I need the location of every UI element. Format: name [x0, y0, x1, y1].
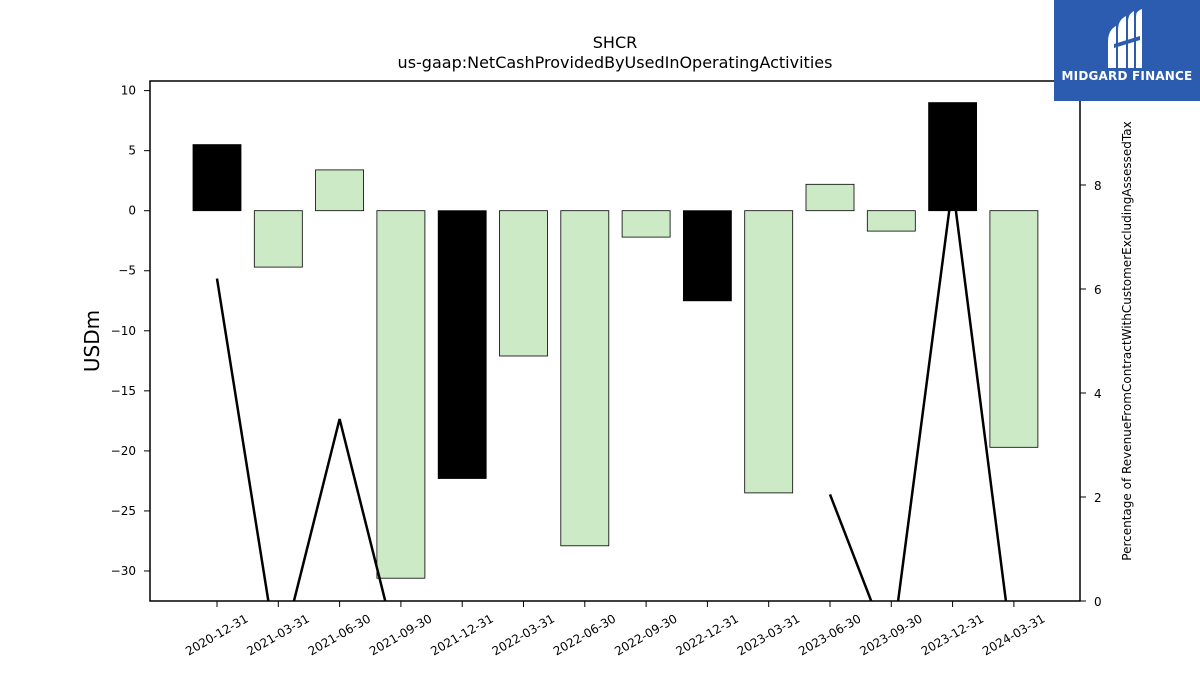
y-tick-label: −30: [111, 564, 136, 578]
bar-2023-09-30: [866, 210, 916, 232]
x-tick-label: 2023-03-31: [735, 611, 802, 658]
y-tick-label: −15: [111, 384, 136, 398]
logo-mark-icon: [1108, 9, 1142, 68]
bar-2021-06-30: [315, 169, 365, 212]
y2-tick-label: 4: [1094, 387, 1102, 401]
x-tick-label: 2021-12-31: [428, 611, 495, 658]
y2-axis-label: Percentage of RevenueFromContractWithCus…: [1120, 121, 1134, 560]
x-tick-label: 2023-06-30: [796, 611, 863, 658]
y-tick-label: −25: [111, 504, 136, 518]
bar-2022-06-30: [560, 210, 610, 547]
bar-2022-12-31: [683, 210, 732, 302]
y-tick-label: 0: [128, 204, 136, 218]
x-tick-label: 2022-06-30: [551, 611, 618, 658]
bar-2024-03-31: [989, 210, 1039, 448]
x-tick-label: 2022-09-30: [612, 611, 679, 658]
midgard-finance-logo: MIDGARD FINANCE: [1054, 0, 1200, 101]
y2-tick-label: 6: [1094, 283, 1102, 297]
bars-group: [192, 102, 1039, 579]
bar-2023-03-31: [744, 210, 794, 494]
y2-axis: 0246810: [1080, 75, 1109, 609]
bar-2021-09-30: [376, 210, 426, 579]
y2-tick-label: 2: [1094, 491, 1102, 505]
x-tick-label: 2024-03-31: [980, 611, 1047, 658]
y-axis-label: USDm: [80, 310, 104, 372]
y-tick-label: 5: [128, 144, 136, 158]
x-tick-label: 2020-12-31: [183, 611, 250, 658]
plot-frame: [149, 80, 1081, 602]
y-axis: 10 5 0 −5 −10 −15 −20 −25 −30: [111, 84, 150, 578]
bar-2023-06-30: [805, 183, 855, 212]
line-segment-0: [215, 278, 387, 601]
logo-text: MIDGARD FINANCE: [1061, 69, 1193, 83]
x-tick-label: 2021-03-31: [244, 611, 311, 658]
x-tick-label: 2021-06-30: [306, 611, 373, 658]
y-tick-label: 10: [121, 84, 136, 98]
y-tick-label: −5: [118, 264, 136, 278]
chart-subtitle: us-gaap:NetCashProvidedByUsedInOperating…: [398, 53, 833, 72]
x-tick-label: 2023-09-30: [857, 611, 924, 658]
y-tick-label: −10: [111, 324, 136, 338]
bar-2022-09-30: [621, 210, 671, 238]
bar-2021-12-31: [437, 210, 487, 479]
line-group: [215, 184, 1008, 601]
bar-2020-12-31: [192, 144, 242, 212]
y2-tick-label: 0: [1094, 595, 1102, 609]
bar-2021-03-31: [253, 210, 303, 268]
x-tick-label: 2023-12-31: [919, 611, 986, 658]
line-segment-1: [828, 184, 1008, 601]
x-tick-label: 2021-09-30: [367, 611, 434, 658]
chart-title: SHCR: [593, 33, 637, 52]
y-tick-label: −20: [111, 444, 136, 458]
bar-2022-03-31: [499, 210, 548, 357]
x-tick-label: 2022-12-31: [673, 611, 740, 658]
y2-tick-label: 8: [1094, 179, 1102, 193]
x-tick-label: 2022-03-31: [490, 611, 557, 658]
x-axis: 2020-12-312021-03-312021-06-302021-09-30…: [183, 601, 1047, 658]
